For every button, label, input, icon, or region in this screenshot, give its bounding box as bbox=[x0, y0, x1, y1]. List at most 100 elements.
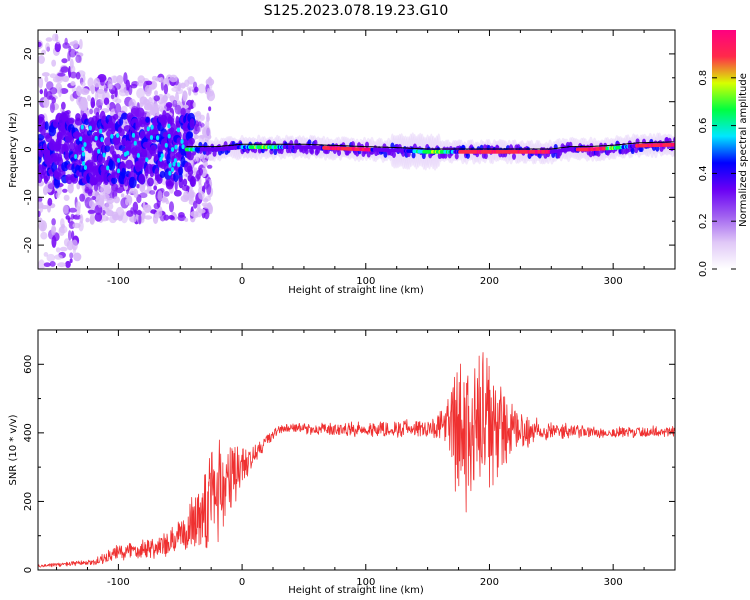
spectrogram-blob bbox=[70, 81, 76, 86]
spectrogram-blob bbox=[165, 199, 170, 205]
spectrogram-blob bbox=[143, 204, 152, 213]
spectrogram-blob bbox=[54, 254, 63, 260]
spectrogram-blob bbox=[70, 71, 77, 79]
colorbar-tick-label: 0.6 bbox=[698, 118, 709, 134]
spectrogram-blob bbox=[46, 90, 53, 100]
spectrogram-blob bbox=[163, 93, 171, 99]
spectrogram-blob bbox=[189, 118, 195, 129]
spectrogram-blob bbox=[181, 144, 185, 150]
spectrogram-blob bbox=[61, 58, 68, 64]
spectrogram-blob bbox=[206, 164, 213, 169]
spectrogram-blob bbox=[182, 178, 188, 187]
spectrogram-blob bbox=[79, 193, 86, 202]
spectrogram-blob bbox=[411, 152, 416, 159]
spectrogram-blob bbox=[152, 108, 160, 117]
spectrogram-blob bbox=[108, 83, 113, 90]
spectrogram-blob bbox=[63, 141, 70, 154]
spectrogram-blob bbox=[60, 223, 66, 229]
spectrogram-blob bbox=[38, 210, 41, 218]
spectrogram-blob bbox=[596, 150, 601, 157]
spectrogram-blob bbox=[104, 136, 112, 147]
spectrogram-blob bbox=[190, 176, 196, 187]
spectrogram-blob bbox=[69, 252, 74, 259]
spectrogram-blob bbox=[87, 94, 91, 102]
spectrogram-blob bbox=[174, 104, 182, 115]
spectrogram-blob bbox=[78, 38, 83, 50]
spectrogram-blob bbox=[81, 98, 87, 111]
spectrogram-blob bbox=[136, 87, 145, 99]
spectrogram-blob bbox=[177, 162, 181, 168]
snr-x-axis-label: Height of straight line (km) bbox=[288, 585, 424, 596]
colorbar-ticks: 0.0 0.2 0.4 0.6 0.8 bbox=[698, 70, 736, 277]
colorbar-tick-label: 0.2 bbox=[698, 213, 709, 229]
spectrogram-blob bbox=[169, 95, 176, 102]
spectrogram-blob bbox=[46, 81, 54, 91]
spectrogram-blob bbox=[51, 226, 57, 232]
spectrogram-blob bbox=[63, 194, 70, 201]
spectrogram-blob bbox=[39, 203, 44, 213]
spectrogram-blob bbox=[186, 131, 194, 139]
spectrogram-blob bbox=[55, 247, 61, 253]
snr-panel: -100 0 100 200 300 0 200 400 600 Height of strai… bbox=[8, 329, 676, 596]
spectrogram-blob bbox=[168, 170, 172, 176]
spectrogram-blob bbox=[103, 97, 110, 106]
spectrogram-blob bbox=[121, 112, 129, 120]
spectrogram-blob bbox=[91, 195, 97, 201]
spectrogram-blob bbox=[149, 209, 157, 214]
snr-y-tick-label: 200 bbox=[23, 492, 34, 511]
spectrogram-blob bbox=[186, 86, 195, 92]
spectrogram-blob bbox=[81, 151, 86, 157]
spectrogram-blob bbox=[208, 106, 212, 112]
spectrogram-blob bbox=[178, 166, 184, 176]
spectrogram-blob bbox=[174, 144, 178, 150]
spectrogram-blob bbox=[194, 86, 199, 93]
spectrogram-blob bbox=[167, 133, 171, 139]
spectrogram-blob bbox=[102, 152, 106, 158]
spectrogram-blob bbox=[667, 137, 672, 145]
spectrogram-blob bbox=[154, 90, 159, 97]
spectrogram-blob bbox=[83, 118, 90, 126]
spectrogram-blob bbox=[41, 72, 50, 77]
spectrogram-blob bbox=[129, 215, 137, 223]
spectrogram-blob bbox=[180, 139, 184, 144]
spectrogram-blob bbox=[45, 37, 53, 42]
spectrogram-blob bbox=[59, 246, 68, 252]
spectrogram-blob bbox=[479, 144, 484, 152]
spectrogram-blob bbox=[188, 189, 194, 199]
colorbar-tick-label: 0.4 bbox=[698, 165, 709, 181]
spectrogram-blob bbox=[184, 217, 189, 222]
spectrogram-blob bbox=[51, 59, 57, 67]
spectrogram-blob bbox=[115, 206, 125, 219]
spectrogram-blob bbox=[149, 171, 154, 178]
spectrogram-blob bbox=[153, 95, 160, 102]
spectrogram-blob bbox=[59, 87, 69, 95]
spectrogram-blob bbox=[383, 151, 388, 158]
snr-y-tick-label: 0 bbox=[23, 567, 34, 573]
spectrogram-blob bbox=[198, 190, 205, 200]
spectrogram-blob bbox=[61, 75, 70, 83]
spectrogram-blob bbox=[54, 33, 59, 42]
spectrogram-blob bbox=[57, 72, 66, 77]
spectrogram-blob bbox=[40, 231, 48, 240]
spectrogram-blob bbox=[80, 88, 90, 95]
spectrogram-blob bbox=[123, 72, 128, 85]
spectrogram-blob bbox=[116, 133, 120, 138]
spectrogram-blob bbox=[174, 179, 178, 192]
spectrogram-blob bbox=[104, 144, 111, 153]
spectrogram-blob bbox=[68, 142, 75, 152]
snr-series-line bbox=[38, 352, 675, 568]
spectrogram-blob bbox=[304, 148, 309, 155]
snr-x-tick-label: 300 bbox=[604, 577, 623, 588]
spectrogram-blob bbox=[131, 80, 139, 87]
spectrogram-blob bbox=[138, 213, 142, 225]
spectrogram-blob bbox=[49, 73, 57, 79]
spectrogram-blob bbox=[117, 111, 123, 117]
spectrogram-blob bbox=[173, 158, 178, 163]
spectrogram-blob bbox=[170, 147, 175, 152]
spectrogram-blob bbox=[47, 183, 56, 190]
spectrogram-blob bbox=[168, 162, 172, 168]
spectrogram-blob bbox=[99, 128, 103, 134]
spectrogram-blob bbox=[175, 88, 184, 95]
spectrogram-blob bbox=[139, 192, 148, 199]
spectrogram-blob bbox=[146, 87, 152, 94]
